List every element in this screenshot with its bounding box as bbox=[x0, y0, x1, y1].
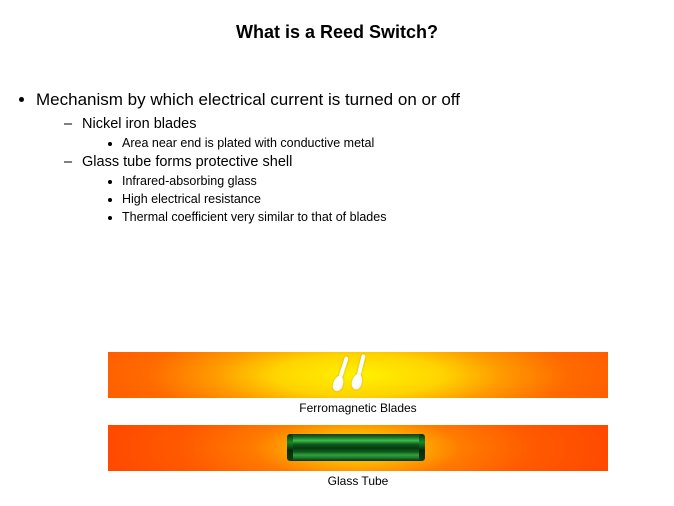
bullet-l2-a: Nickel iron blades Area near end is plat… bbox=[82, 116, 650, 150]
bullet-l3-b2: High electrical resistance bbox=[122, 192, 650, 206]
bullet-l2-b: Glass tube forms protective shell Infrar… bbox=[82, 154, 650, 224]
figure-caption-tube: Glass Tube bbox=[108, 474, 608, 488]
bullet-l3-b1: Infrared-absorbing glass bbox=[122, 174, 650, 188]
bullet-l3-b3: Thermal coefficient very similar to that… bbox=[122, 210, 650, 224]
slide-body: Mechanism by which electrical current is… bbox=[24, 90, 650, 228]
bullet-l2-b-text: Glass tube forms protective shell bbox=[82, 154, 292, 170]
figure-band-tube bbox=[108, 425, 608, 471]
figure-band-blades bbox=[108, 352, 608, 398]
figure-caption-blades: Ferromagnetic Blades bbox=[108, 401, 608, 415]
slide-title: What is a Reed Switch? bbox=[0, 0, 674, 43]
bullet-l2-a-text: Nickel iron blades bbox=[82, 116, 196, 132]
figures-area: Ferromagnetic Blades Glass Tube bbox=[108, 352, 608, 498]
bullet-l1: Mechanism by which electrical current is… bbox=[36, 90, 650, 224]
ferromagnetic-blade-icon bbox=[354, 354, 366, 386]
bullet-l3-a1: Area near end is plated with conductive … bbox=[122, 136, 650, 150]
ferromagnetic-blade-icon bbox=[335, 356, 349, 388]
glass-tube-icon bbox=[288, 434, 424, 461]
bullet-l1-text: Mechanism by which electrical current is… bbox=[36, 90, 460, 109]
